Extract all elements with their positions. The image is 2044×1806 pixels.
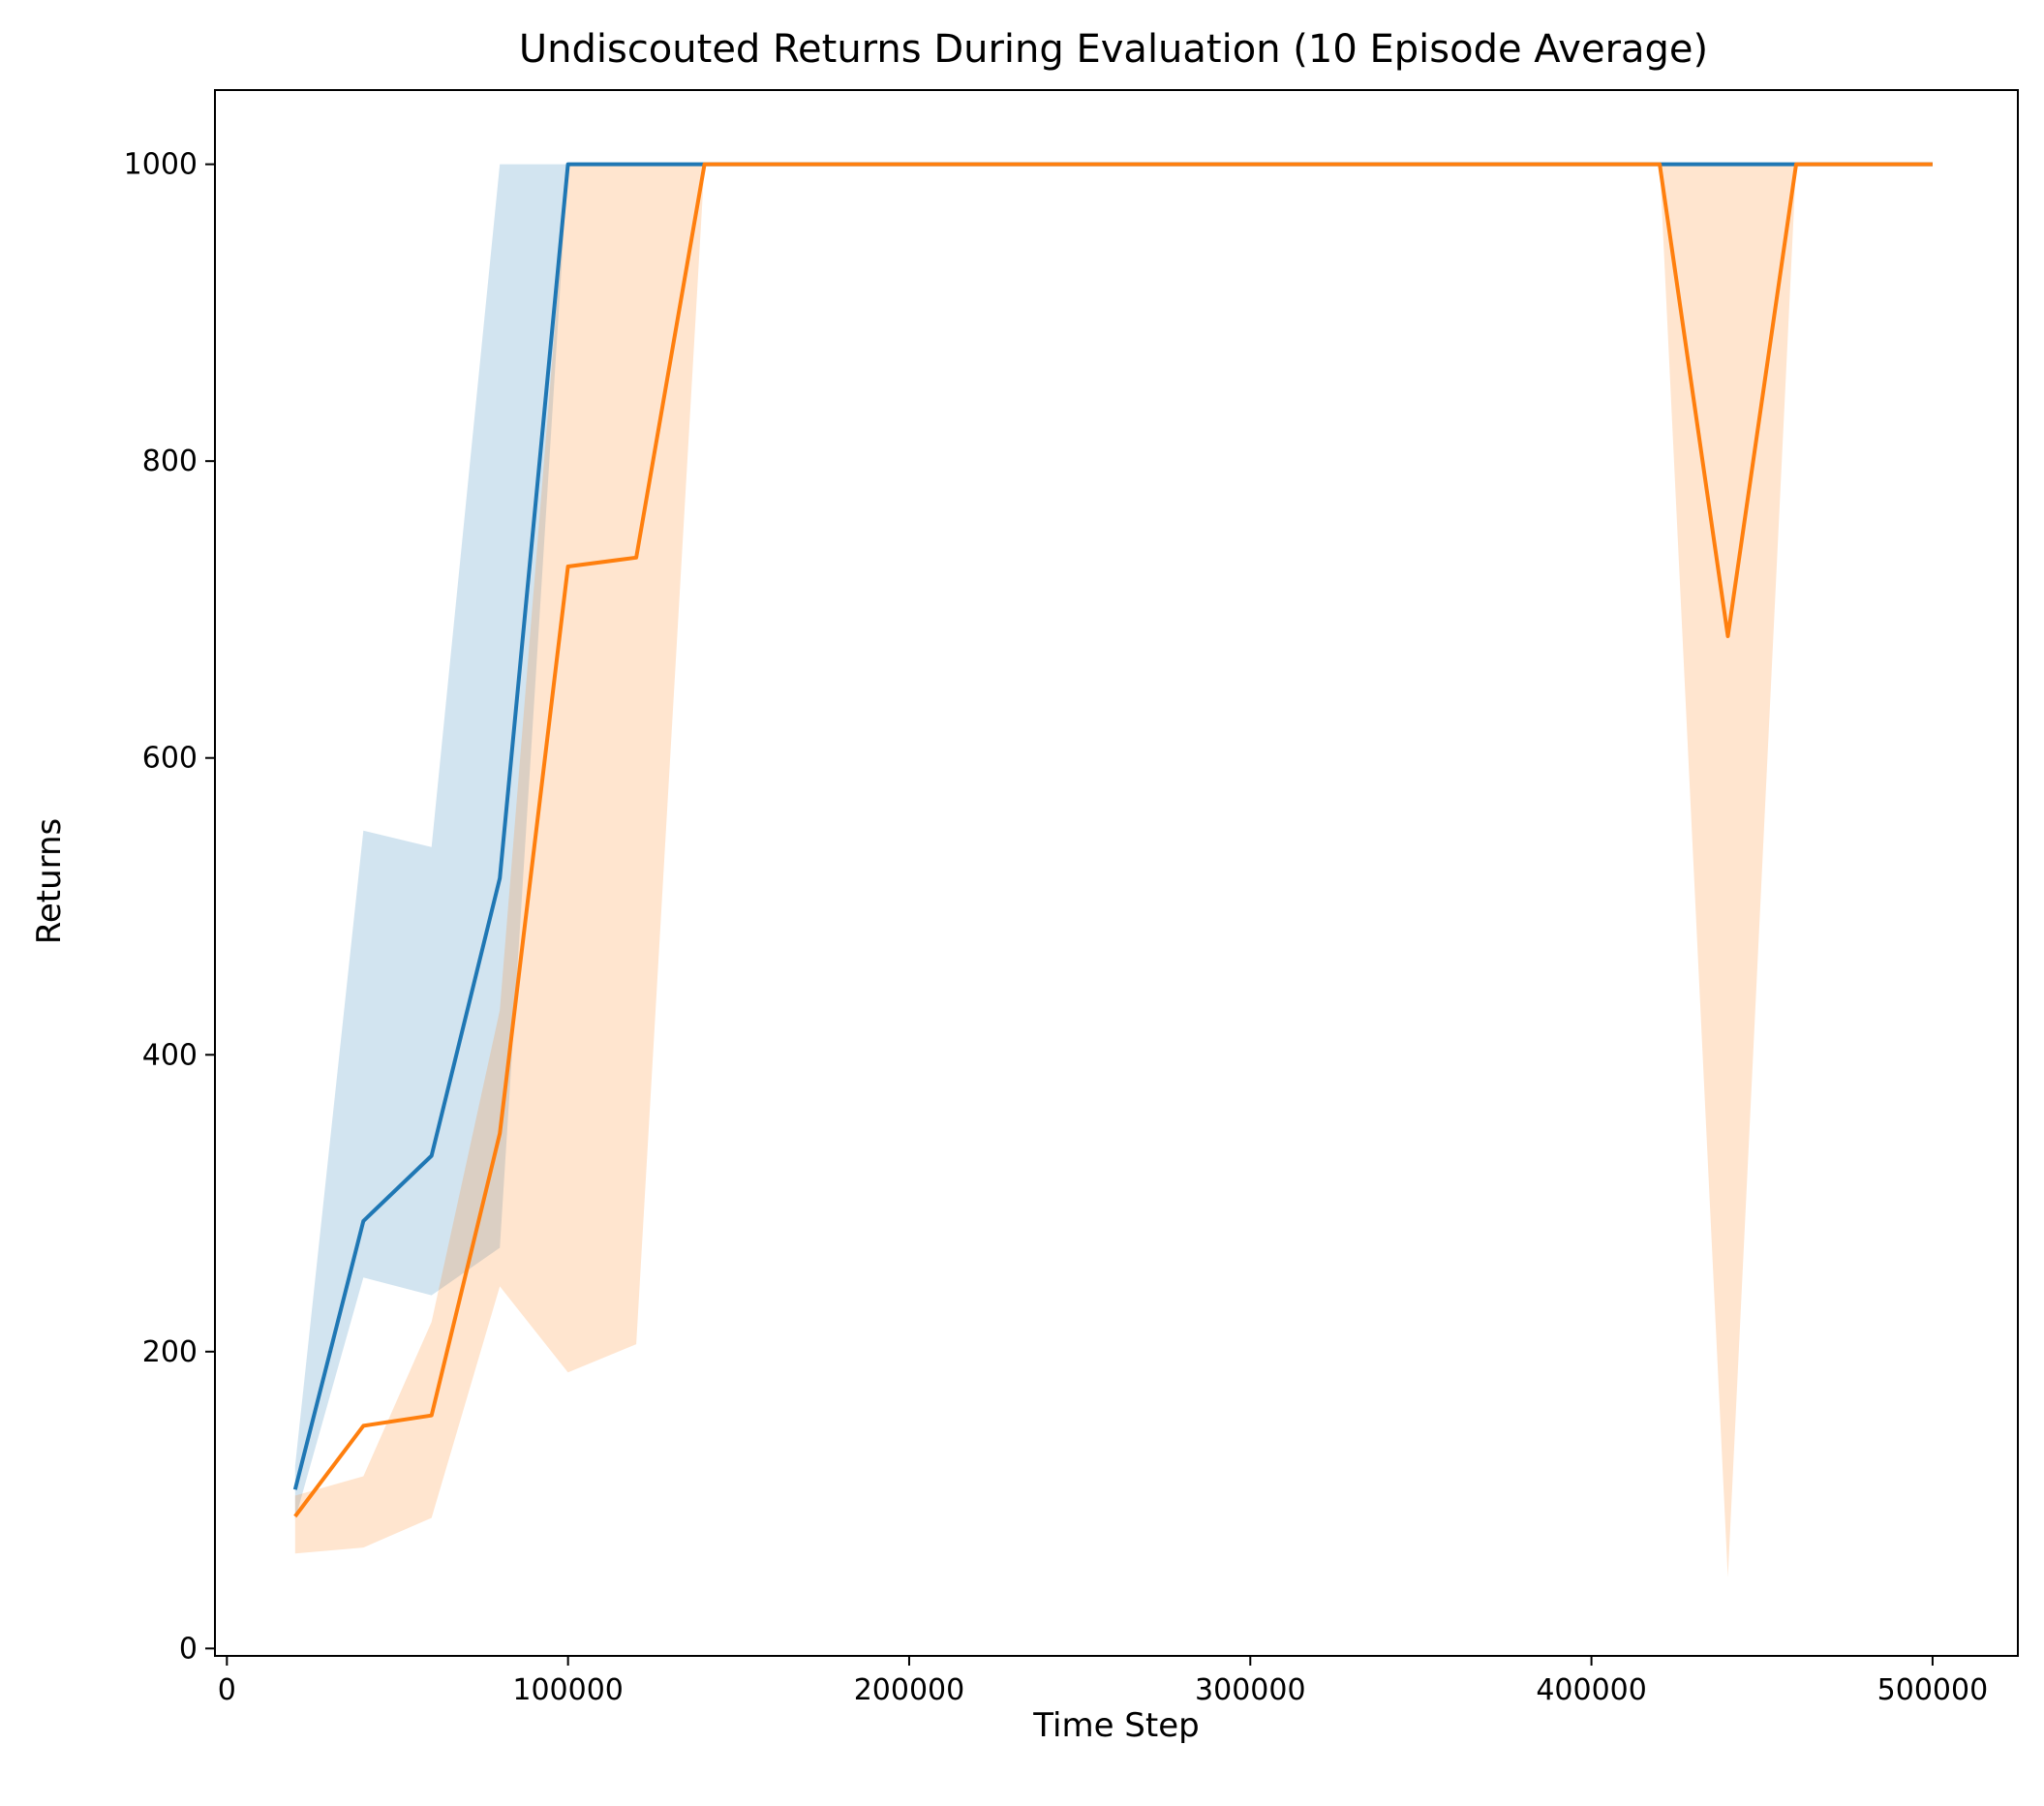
y-tick-label: 400 xyxy=(142,1038,198,1072)
x-tick-label: 300000 xyxy=(1195,1673,1306,1707)
x-tick-label: 400000 xyxy=(1536,1673,1647,1707)
series-lines xyxy=(292,162,1933,1518)
x-tick-label: 100000 xyxy=(512,1673,624,1707)
x-axis-label: Time Step xyxy=(1032,1706,1199,1745)
chart-title: Undiscouted Returns During Evaluation (1… xyxy=(519,27,1708,72)
x-axis: 0 100000 200000 300000 400000 500000 xyxy=(218,1656,1988,1707)
x-tick-label: 200000 xyxy=(854,1673,965,1707)
x-tick-label: 500000 xyxy=(1877,1673,1989,1707)
y-tick-label: 800 xyxy=(142,444,198,478)
plot-area xyxy=(292,162,1933,1577)
y-axis-label: Returns xyxy=(30,818,69,945)
y-axis: 0 200 400 600 800 1000 xyxy=(124,148,215,1666)
y-tick-label: 0 xyxy=(179,1632,198,1666)
y-tick-label: 200 xyxy=(142,1335,198,1369)
plot-frame xyxy=(214,89,2019,1657)
series-2-band xyxy=(294,164,1933,1577)
confidence-bands xyxy=(294,164,1933,1577)
y-tick-label: 1000 xyxy=(124,148,198,182)
y-tick-label: 600 xyxy=(142,742,198,776)
x-tick-label: 0 xyxy=(218,1673,236,1707)
series-2-line xyxy=(293,162,1933,1518)
